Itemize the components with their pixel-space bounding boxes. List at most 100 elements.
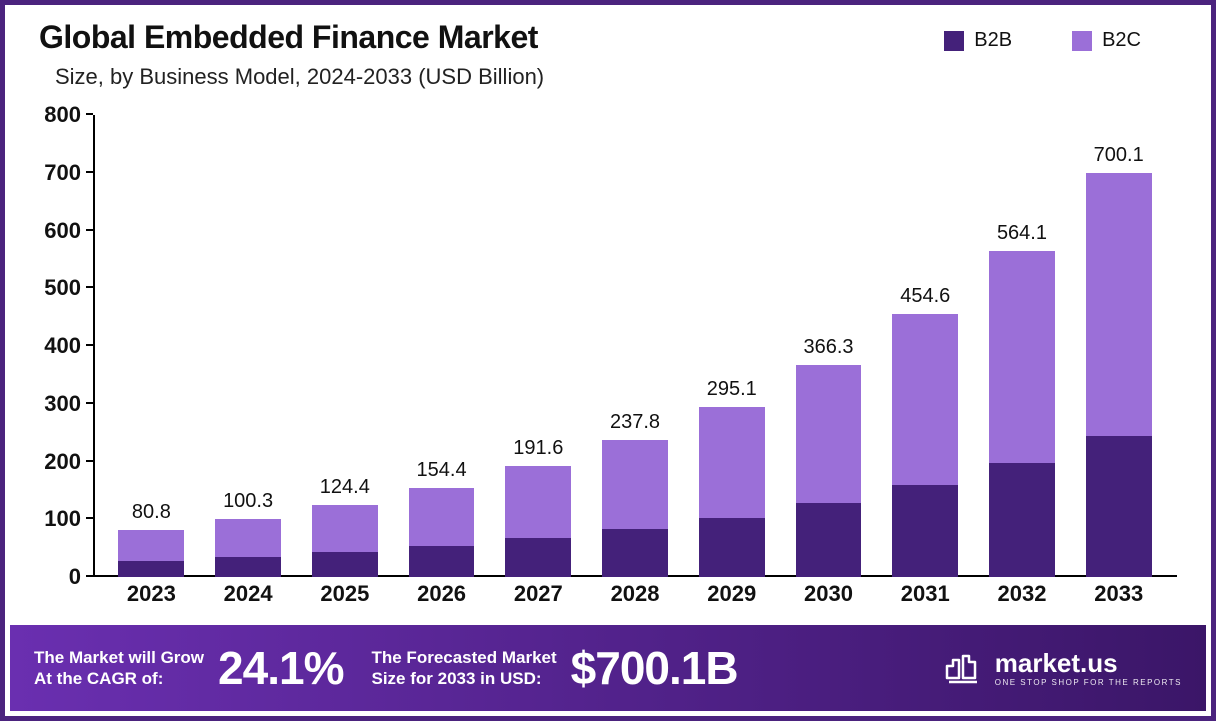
y-tick-label: 100 <box>44 506 81 532</box>
cagr-label-line1: The Market will Grow <box>34 647 204 668</box>
bar-column: 191.6 <box>490 115 587 577</box>
forecast-label-line2: Size for 2033 in USD: <box>371 668 556 689</box>
y-tick-mark <box>86 344 93 346</box>
bar-segment-b2b <box>796 503 862 577</box>
legend-label: B2B <box>974 29 1012 52</box>
x-tick-label: 2026 <box>393 581 490 615</box>
y-tick-label: 400 <box>44 333 81 359</box>
y-tick-mark <box>86 517 93 519</box>
stacked-bar <box>505 466 571 577</box>
bar-segment-b2c <box>796 365 862 503</box>
bar-segment-b2b <box>1086 436 1152 577</box>
bar-total-label: 124.4 <box>320 476 370 499</box>
bar-segment-b2c <box>215 519 281 557</box>
x-tick-label: 2024 <box>200 581 297 615</box>
chart-frame: Global Embedded Finance Market Size, by … <box>0 0 1216 721</box>
legend-item: B2B <box>944 29 1012 52</box>
forecast-value: $700.1B <box>571 641 738 695</box>
x-tick-label: 2033 <box>1070 581 1167 615</box>
cagr-label-line2: At the CAGR of: <box>34 668 204 689</box>
bars-container: 80.8 100.3 124.4 154.4 191.6 237.8 295.1 366.3 4… <box>103 115 1167 577</box>
plot-region: 80.8 100.3 124.4 154.4 191.6 237.8 295.1 366.3 4… <box>93 115 1177 577</box>
bar-column: 564.1 <box>974 115 1071 577</box>
y-tick-mark <box>86 460 93 462</box>
stacked-bar <box>1086 173 1152 577</box>
stacked-bar <box>409 488 475 577</box>
cagr-value: 24.1% <box>218 641 343 695</box>
bar-segment-b2c <box>505 466 571 538</box>
y-tick-mark <box>86 113 93 115</box>
brand-text: market.us ONE STOP SHOP FOR THE REPORTS <box>995 650 1182 687</box>
bar-total-label: 237.8 <box>610 411 660 434</box>
bar-segment-b2c <box>892 314 958 485</box>
y-tick-label: 800 <box>44 102 81 128</box>
bar-column: 454.6 <box>877 115 974 577</box>
y-tick-mark <box>86 229 93 231</box>
legend-swatch <box>1072 31 1092 51</box>
stacked-bar <box>699 407 765 577</box>
bar-column: 700.1 <box>1070 115 1167 577</box>
bar-segment-b2c <box>312 505 378 552</box>
bar-segment-b2c <box>118 530 184 560</box>
brand-logo-icon <box>943 648 983 688</box>
bar-total-label: 295.1 <box>707 378 757 401</box>
bar-total-label: 700.1 <box>1094 144 1144 167</box>
bar-column: 80.8 <box>103 115 200 577</box>
bar-segment-b2b <box>409 546 475 577</box>
x-tick-label: 2031 <box>877 581 974 615</box>
y-tick-label: 700 <box>44 160 81 186</box>
brand-tagline: ONE STOP SHOP FOR THE REPORTS <box>995 679 1182 687</box>
y-tick-label: 200 <box>44 449 81 475</box>
bar-segment-b2c <box>989 251 1055 463</box>
y-tick-label: 600 <box>44 218 81 244</box>
legend-item: B2C <box>1072 29 1141 52</box>
bar-total-label: 80.8 <box>132 501 171 524</box>
stacked-bar <box>796 365 862 577</box>
y-tick-mark <box>86 402 93 404</box>
x-tick-label: 2027 <box>490 581 587 615</box>
cagr-label: The Market will Grow At the CAGR of: <box>34 647 204 690</box>
legend-swatch <box>944 31 964 51</box>
bar-column: 237.8 <box>587 115 684 577</box>
bar-segment-b2b <box>215 557 281 577</box>
bar-column: 124.4 <box>296 115 393 577</box>
bar-segment-b2c <box>602 440 668 529</box>
bar-column: 100.3 <box>200 115 297 577</box>
forecast-label-line1: The Forecasted Market <box>371 647 556 668</box>
bar-total-label: 366.3 <box>803 336 853 359</box>
bar-total-label: 100.3 <box>223 490 273 513</box>
x-tick-label: 2025 <box>296 581 393 615</box>
brand: market.us ONE STOP SHOP FOR THE REPORTS <box>943 648 1182 688</box>
bar-column: 366.3 <box>780 115 877 577</box>
x-tick-label: 2028 <box>587 581 684 615</box>
x-tick-label: 2030 <box>780 581 877 615</box>
bar-segment-b2b <box>312 552 378 577</box>
stacked-bar <box>118 530 184 577</box>
x-tick-label: 2029 <box>683 581 780 615</box>
bar-segment-b2b <box>505 538 571 577</box>
bar-segment-b2c <box>1086 173 1152 436</box>
stacked-bar <box>602 440 668 577</box>
bar-segment-b2b <box>602 529 668 577</box>
bar-segment-b2b <box>989 463 1055 577</box>
footer-banner: The Market will Grow At the CAGR of: 24.… <box>10 625 1206 711</box>
bar-segment-b2b <box>892 485 958 577</box>
bar-column: 295.1 <box>683 115 780 577</box>
chart-area: Global Embedded Finance Market Size, by … <box>5 5 1211 625</box>
forecast-label: The Forecasted Market Size for 2033 in U… <box>371 647 556 690</box>
bar-segment-b2b <box>118 561 184 577</box>
y-tick-mark <box>86 171 93 173</box>
bar-total-label: 564.1 <box>997 222 1047 245</box>
stacked-bar <box>989 251 1055 577</box>
chart-subtitle: Size, by Business Model, 2024-2033 (USD … <box>55 64 1183 90</box>
bar-total-label: 191.6 <box>513 437 563 460</box>
x-axis-labels: 2023202420252026202720282029203020312032… <box>103 581 1167 615</box>
bar-column: 154.4 <box>393 115 490 577</box>
stacked-bar <box>892 314 958 577</box>
x-tick-label: 2032 <box>974 581 1071 615</box>
stacked-bar <box>215 519 281 577</box>
forecast-block: The Forecasted Market Size for 2033 in U… <box>371 641 737 695</box>
y-tick-mark <box>86 286 93 288</box>
bar-segment-b2c <box>409 488 475 546</box>
y-tick-label: 300 <box>44 391 81 417</box>
